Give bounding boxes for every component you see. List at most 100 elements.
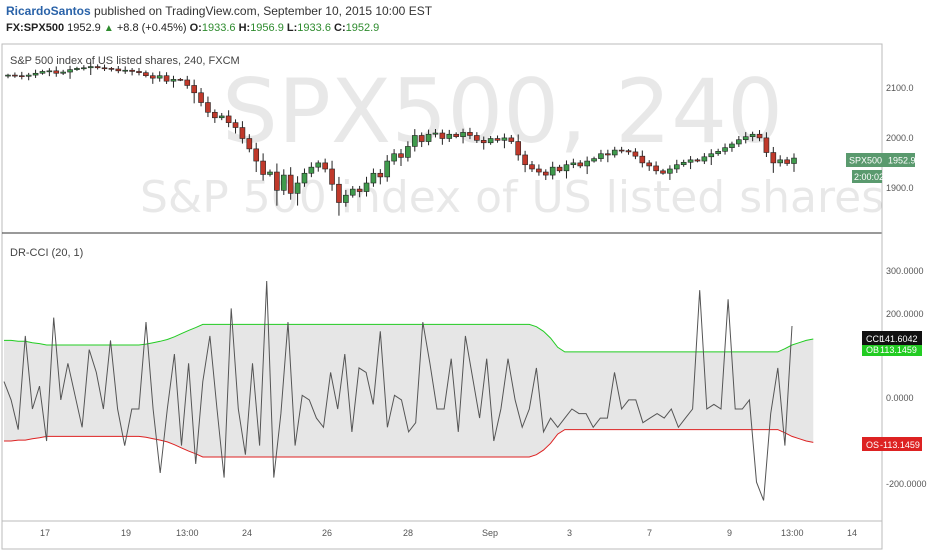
- time-tick-1300a: 13:00: [176, 528, 199, 538]
- time-axis[interactable]: 17 19 13:00 24 26 28 Sep 3 7 9 13:00 14: [40, 528, 857, 538]
- candle-body: [294, 182, 301, 194]
- candle-body: [336, 183, 342, 203]
- candle-body: [556, 166, 563, 172]
- candle-body: [184, 79, 191, 86]
- close-value: 1952.9: [345, 22, 380, 34]
- candle-body: [618, 149, 625, 152]
- candle-body: [418, 135, 425, 142]
- os-tag-value: -113.1459: [880, 440, 920, 450]
- candle-body: [18, 75, 25, 78]
- candle-body: [170, 79, 177, 82]
- cci-line: [3, 280, 793, 501]
- time-tick-19: 19: [121, 528, 131, 538]
- ob-line: [4, 323, 814, 353]
- candle-body: [315, 162, 322, 168]
- candle-body: [515, 141, 522, 156]
- candle-body: [74, 68, 80, 70]
- candle-body: [439, 132, 446, 139]
- time-tick-sep: Sep: [482, 528, 498, 538]
- candle-body: [701, 156, 708, 162]
- candle-body: [343, 194, 349, 203]
- low-value: 1933.6: [297, 22, 331, 34]
- up-triangle-icon: ▲: [103, 23, 114, 34]
- publish-info: RicardoSantos published on TradingView.c…: [6, 4, 432, 18]
- ob-tag-value: 113.1459: [880, 345, 917, 355]
- candle-body: [81, 67, 87, 70]
- last-price-tag-value: 1952.9: [888, 156, 916, 166]
- candle-body: [405, 146, 411, 158]
- os-line: [4, 429, 814, 458]
- symbol-legend: FX:SPX500 1952.9 ▲ +8.8 (+0.45%) O:1933.…: [6, 22, 379, 34]
- candle-body: [253, 148, 260, 162]
- candle-body: [791, 157, 797, 164]
- candle-body: [101, 67, 108, 70]
- candle-body: [260, 160, 266, 175]
- candlestick-series[interactable]: [5, 62, 797, 216]
- time-tick-9: 9: [727, 528, 732, 538]
- candle-body: [136, 71, 142, 73]
- candle-body: [508, 137, 515, 142]
- candle-body: [246, 138, 253, 150]
- high-label: H:: [238, 22, 251, 34]
- candle-body: [329, 168, 335, 185]
- candle-body: [591, 158, 597, 162]
- author-link[interactable]: RicardoSantos: [6, 4, 91, 18]
- candle-body: [398, 153, 404, 158]
- candle-body: [749, 133, 756, 137]
- candle-body: [5, 74, 11, 77]
- cci-indicator[interactable]: [3, 280, 814, 501]
- candle-body: [12, 74, 18, 77]
- candle-body: [763, 137, 770, 153]
- candle-body: [632, 151, 639, 157]
- candle-body: [660, 170, 666, 174]
- candle-body: [653, 165, 659, 172]
- low-label: L:: [286, 22, 298, 34]
- candle-body: [605, 153, 611, 156]
- bar-countdown: 2:00:02: [854, 172, 884, 182]
- candle-body: [67, 69, 73, 73]
- candle-body: [494, 138, 501, 141]
- time-tick-1300b: 13:00: [781, 528, 804, 538]
- candle-body: [39, 71, 46, 74]
- candle-body: [467, 132, 473, 136]
- candle-body: [308, 166, 315, 174]
- candle-body: [501, 137, 508, 141]
- candle-body: [149, 75, 156, 79]
- price-change: +8.8 (+0.45%): [116, 22, 187, 34]
- candle-body: [143, 72, 149, 77]
- price-tick-2000: 2000.0: [886, 133, 914, 143]
- candle-body: [777, 159, 784, 164]
- candle-body: [225, 115, 232, 123]
- candle-body: [384, 160, 391, 178]
- candle-body: [474, 135, 480, 141]
- cci-tick-300: 300.0000: [886, 266, 924, 276]
- time-tick-14: 14: [847, 528, 857, 538]
- last-price-tag-label: SPX500: [849, 156, 882, 166]
- high-value: 1956.9: [250, 22, 284, 34]
- candle-body: [156, 75, 163, 79]
- candle-body: [87, 66, 94, 69]
- candle-body: [280, 174, 287, 191]
- published-text: published on TradingView.com, September …: [94, 4, 433, 18]
- candle-body: [322, 162, 328, 170]
- candle-body: [356, 188, 363, 192]
- candle-body: [53, 70, 60, 74]
- cci-band-fill: [4, 324, 814, 457]
- symbol-name[interactable]: FX:SPX500: [6, 22, 65, 34]
- candle-body: [363, 182, 370, 192]
- candle-body: [708, 153, 715, 158]
- candle-body: [239, 127, 246, 139]
- candle-body: [191, 85, 197, 94]
- close-label: C:: [334, 22, 346, 34]
- candle-body: [625, 150, 632, 153]
- candle-body: [536, 168, 542, 173]
- candle-body: [453, 133, 459, 137]
- last-price: 1952.9: [67, 22, 101, 34]
- candle-body: [577, 162, 584, 167]
- candle-body: [784, 159, 790, 164]
- candle-body: [611, 149, 618, 156]
- indicator-pane-title: DR-CCI (20, 1): [10, 247, 83, 259]
- candle-body: [411, 135, 418, 147]
- price-pane-title: S&P 500 index of US listed shares, 240, …: [10, 55, 240, 67]
